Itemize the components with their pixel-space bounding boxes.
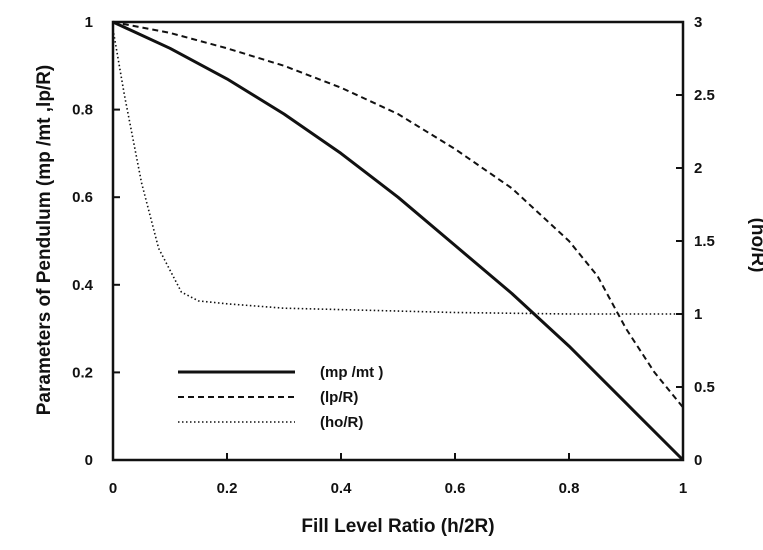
right-y-tick-label: 2 bbox=[694, 160, 702, 177]
legend-label-height-ratio: (ho/R) bbox=[320, 414, 363, 431]
plot-frame bbox=[111, 20, 685, 462]
right-y-axis-ticks: 0 0.5 1 1.5 2 2.5 3 bbox=[676, 14, 715, 469]
left-y-tick-label: 0 bbox=[85, 452, 93, 469]
x-tick-label: 0.8 bbox=[559, 480, 580, 497]
right-y-tick-label: 2.5 bbox=[694, 87, 715, 104]
series-line-length-ratio bbox=[112, 21, 684, 409]
x-tick-label: 0.6 bbox=[445, 480, 466, 497]
x-tick-label: 0 bbox=[109, 480, 117, 497]
right-y-axis-title: (ho/R) bbox=[747, 218, 763, 273]
left-y-axis-ticks: 0 0.2 0.4 0.6 0.8 1 bbox=[72, 14, 120, 469]
left-y-tick-label: 0.2 bbox=[72, 364, 93, 381]
right-y-tick-label: 1.5 bbox=[694, 233, 715, 250]
left-y-axis-title: Parameters of Pendulum (mp /mt ,lp/R) bbox=[34, 65, 55, 416]
legend: (mp /mt ) (lp/R) (ho/R) bbox=[178, 364, 383, 431]
right-y-tick-label: 0.5 bbox=[694, 379, 715, 396]
right-y-tick-label: 1 bbox=[694, 306, 702, 323]
right-y-tick-label: 0 bbox=[694, 452, 702, 469]
series-lines bbox=[112, 20, 685, 462]
series-line-height-ratio bbox=[112, 29, 683, 315]
x-tick-label: 1 bbox=[679, 480, 687, 497]
x-axis-title: Fill Level Ratio (h/2R) bbox=[301, 516, 494, 537]
right-y-tick-label: 3 bbox=[694, 14, 702, 31]
legend-label-mass-ratio: (mp /mt ) bbox=[320, 364, 383, 381]
x-tick-label: 0.2 bbox=[217, 480, 238, 497]
series-line-mass-ratio bbox=[112, 20, 685, 462]
left-y-tick-label: 1 bbox=[85, 14, 93, 31]
legend-label-length-ratio: (lp/R) bbox=[320, 389, 358, 406]
left-y-tick-label: 0.4 bbox=[72, 277, 94, 294]
x-tick-label: 0.4 bbox=[331, 480, 353, 497]
left-y-tick-label: 0.6 bbox=[72, 189, 93, 206]
left-y-tick-label: 0.8 bbox=[72, 102, 93, 119]
x-axis-ticks: 0 0.2 0.4 0.6 0.8 1 bbox=[109, 453, 687, 497]
